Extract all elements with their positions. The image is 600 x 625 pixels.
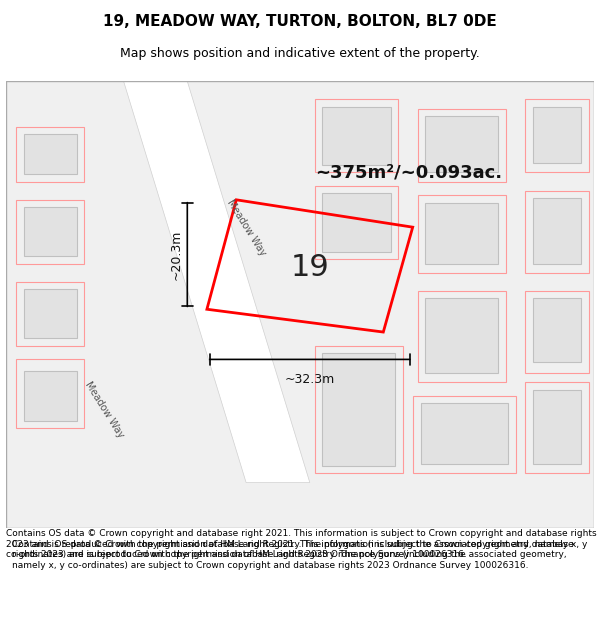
Text: Contains OS data © Crown copyright and database right 2021. This information is : Contains OS data © Crown copyright and d… (6, 529, 596, 559)
Polygon shape (425, 298, 498, 373)
Polygon shape (322, 193, 391, 252)
Polygon shape (425, 202, 498, 264)
Text: ~20.3m: ~20.3m (169, 229, 182, 280)
Polygon shape (23, 207, 77, 256)
Text: Map shows position and indicative extent of the property.: Map shows position and indicative extent… (120, 48, 480, 61)
Text: 19: 19 (290, 253, 329, 282)
Polygon shape (322, 353, 395, 466)
Polygon shape (23, 371, 77, 421)
Polygon shape (425, 116, 498, 172)
Text: 19, MEADOW WAY, TURTON, BOLTON, BL7 0DE: 19, MEADOW WAY, TURTON, BOLTON, BL7 0DE (103, 14, 497, 29)
Polygon shape (533, 298, 581, 362)
Text: ~32.3m: ~32.3m (284, 373, 335, 386)
Polygon shape (23, 134, 77, 174)
Text: Meadow Way: Meadow Way (83, 379, 125, 439)
Polygon shape (124, 81, 310, 482)
Text: Meadow Way: Meadow Way (225, 198, 268, 257)
Polygon shape (421, 403, 508, 464)
Polygon shape (533, 198, 581, 264)
Text: Contains OS data © Crown copyright and database right 2021. This information is : Contains OS data © Crown copyright and d… (12, 540, 574, 569)
Text: ~375m²/~0.093ac.: ~375m²/~0.093ac. (315, 164, 502, 181)
Polygon shape (23, 289, 77, 338)
Polygon shape (533, 107, 581, 163)
Polygon shape (533, 389, 581, 464)
Polygon shape (322, 107, 391, 165)
